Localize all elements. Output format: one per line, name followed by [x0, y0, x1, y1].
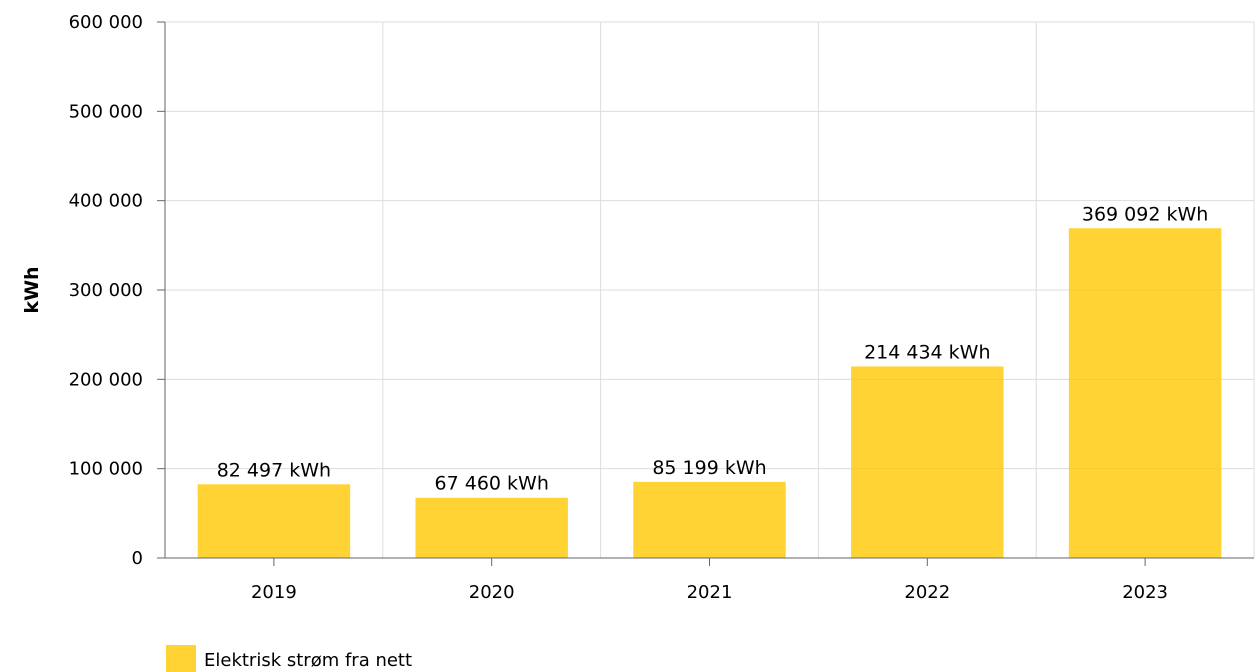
- y-tick-label: 100 000: [69, 459, 143, 480]
- y-tick-label: 0: [132, 548, 143, 569]
- bars: [197, 228, 1222, 558]
- data-label: 82 497 kWh: [217, 459, 331, 481]
- data-label: 67 460 kWh: [435, 473, 549, 495]
- data-label: 85 199 kWh: [652, 457, 766, 479]
- data-label: 369 092 kWh: [1082, 203, 1208, 225]
- bar: [633, 481, 786, 558]
- grid: [165, 21, 1255, 558]
- bar: [415, 497, 568, 558]
- legend-swatch: [166, 645, 196, 672]
- data-label: 214 434 kWh: [864, 341, 990, 363]
- y-axis-title: kWh: [21, 266, 43, 313]
- bar: [851, 366, 1004, 558]
- y-tick-label: 600 000: [69, 12, 143, 33]
- y-tick-label: 300 000: [69, 280, 143, 301]
- data-labels: 82 497 kWh 67 460 kWh 85 199 kWh 214 434 kW…: [217, 203, 1209, 494]
- y-tick-label: 500 000: [69, 101, 143, 122]
- legend: Elektrisk strøm fra nett: [166, 645, 412, 672]
- x-tick-label: 2021: [687, 582, 733, 603]
- y-tick-label: 200 000: [69, 369, 143, 390]
- x-tick-label: 2020: [469, 582, 515, 603]
- x-tick-label: 2023: [1122, 582, 1168, 603]
- y-tick-label: 400 000: [69, 191, 143, 212]
- x-tick-label: 2022: [904, 582, 950, 603]
- bar: [197, 484, 351, 558]
- legend-label: Elektrisk strøm fra nett: [204, 650, 412, 671]
- x-tick-label: 2019: [251, 582, 297, 603]
- axes: 0 100 000 200 000 300 000 400 000 500 000 600 …: [69, 12, 1254, 603]
- bar: [1068, 228, 1222, 558]
